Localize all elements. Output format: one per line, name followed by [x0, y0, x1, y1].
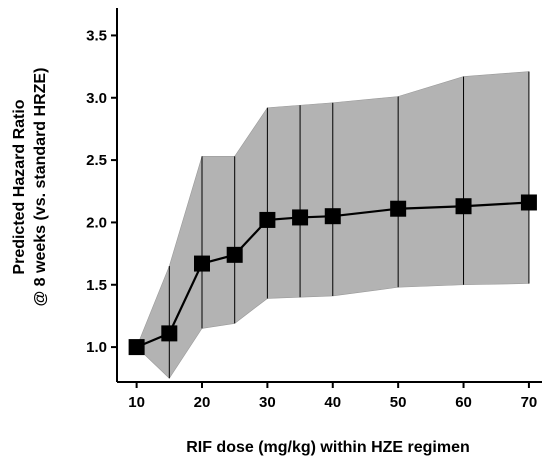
y-tick-label-1.0: 1.0: [86, 339, 107, 356]
tick-labels: 1.0 1.5 2.0 2.5 3.0 3.5 10 20 30 40 50 60 70: [86, 27, 537, 411]
axes: [111, 8, 542, 388]
x-tick-label-50: 50: [390, 394, 407, 411]
x-tick-label-10: 10: [128, 394, 145, 411]
error-bars: [168, 71, 530, 379]
y-tick-label-1.5: 1.5: [86, 277, 107, 294]
x-tick-label-20: 20: [194, 394, 211, 411]
data-point-25: [226, 246, 243, 263]
data-point-10: [128, 339, 145, 356]
series-line: [136, 201, 529, 349]
x-axis-title: RIF dose (mg/kg) within HZE regimen: [186, 439, 470, 456]
data-point-40: [324, 208, 341, 225]
x-tick-label-60: 60: [455, 394, 472, 411]
data-point-15: [161, 325, 178, 342]
data-point-50: [390, 200, 407, 217]
data-point-60: [455, 198, 472, 215]
data-point-35: [292, 209, 309, 226]
y-tick-label-2.0: 2.0: [86, 214, 107, 231]
y-axis-title: Predicted Hazard Ratio @ 8 weeks (vs. st…: [11, 68, 49, 307]
x-tick-label-30: 30: [259, 394, 276, 411]
y-tick-label-3.5: 3.5: [86, 27, 107, 44]
y-axis-title-line-2: @ 8 weeks (vs. standard HRZE): [32, 68, 49, 307]
y-axis-title-line-1: Predicted Hazard Ratio: [11, 99, 28, 274]
series-polyline: [136, 201, 529, 349]
x-tick-label-70: 70: [521, 394, 538, 411]
data-point-30: [259, 211, 276, 228]
y-tick-label-3.0: 3.0: [86, 90, 107, 107]
data-point-20: [194, 255, 210, 272]
data-markers: [128, 194, 537, 356]
data-point-70: [520, 194, 537, 211]
x-tick-label-40: 40: [324, 394, 341, 411]
y-tick-label-2.5: 2.5: [86, 152, 107, 169]
